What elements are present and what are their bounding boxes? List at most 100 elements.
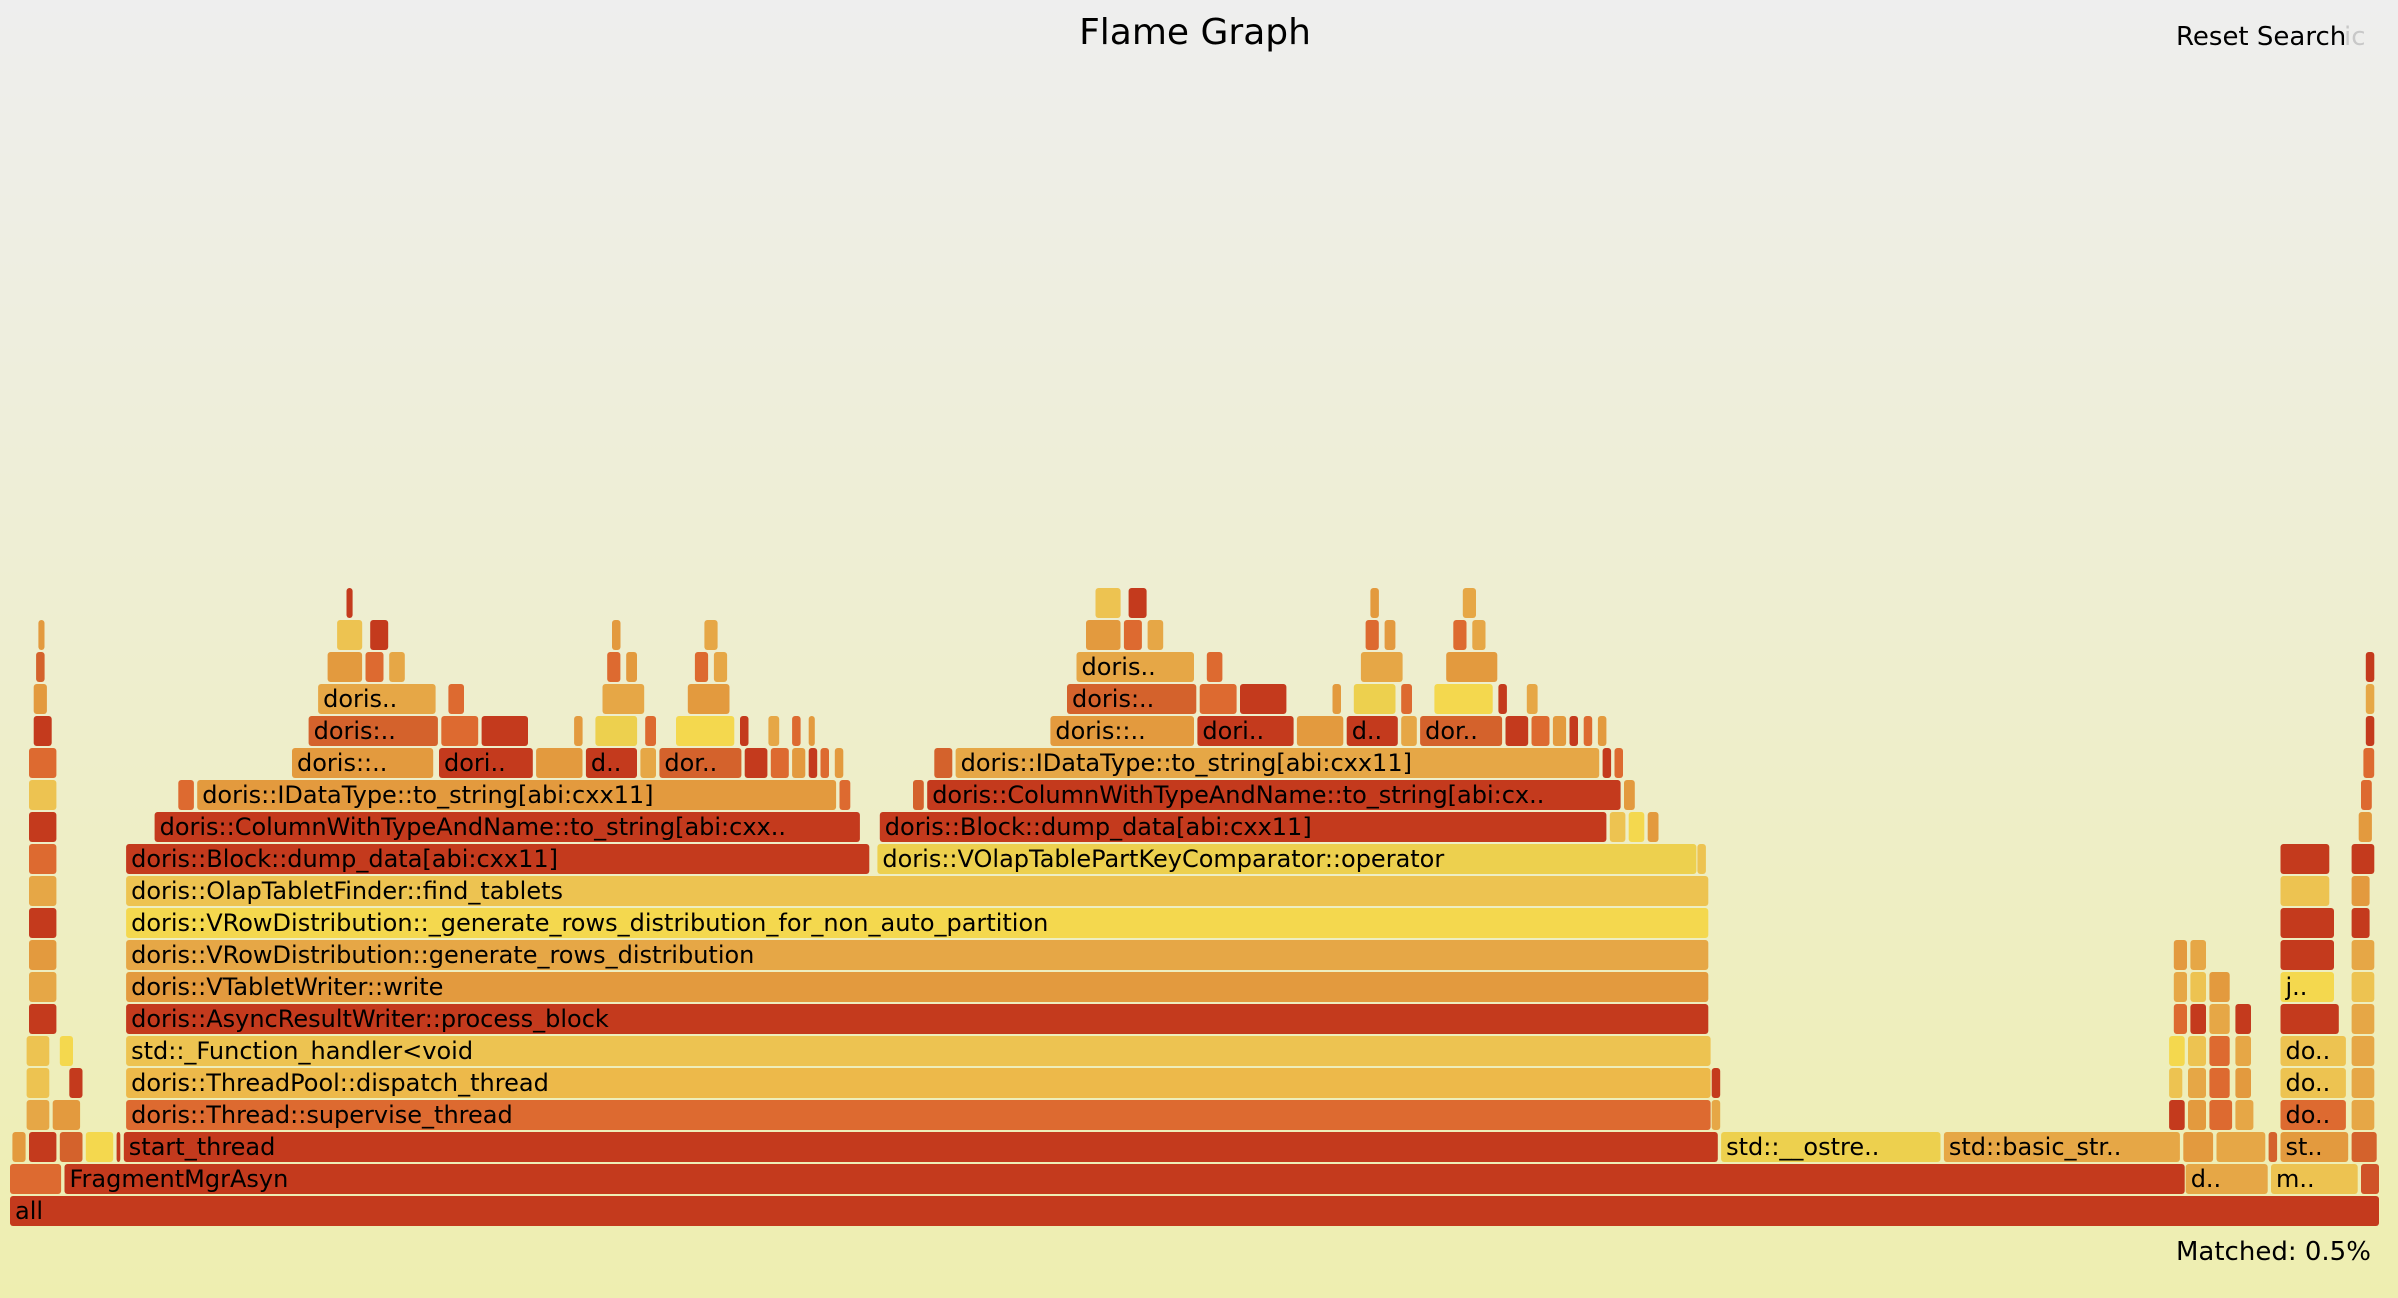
frame-rect[interactable]: [913, 780, 924, 810]
frame-rect[interactable]: [694, 652, 709, 682]
flame-frame[interactable]: doris::..: [292, 748, 434, 778]
frame-rect[interactable]: [1614, 748, 1624, 778]
flame-frame[interactable]: [1462, 588, 1476, 618]
flame-frame[interactable]: [2351, 940, 2375, 970]
frame-rect[interactable]: [1697, 844, 1706, 874]
flame-frame[interactable]: [913, 780, 924, 810]
frame-rect[interactable]: [2351, 1068, 2375, 1098]
frame-rect[interactable]: [1086, 620, 1121, 650]
flame-frame[interactable]: [1711, 1068, 1721, 1098]
frame-rect[interactable]: [768, 716, 780, 746]
frame-rect[interactable]: [927, 780, 1621, 810]
frame-rect[interactable]: [26, 1036, 50, 1066]
frame-rect[interactable]: [1420, 716, 1503, 746]
frame-rect[interactable]: [1552, 716, 1567, 746]
frame-rect[interactable]: [2169, 1100, 2185, 1130]
frame-rect[interactable]: [1346, 716, 1398, 746]
flame-frame[interactable]: [29, 940, 57, 970]
frame-rect[interactable]: [29, 1004, 57, 1034]
flame-frame[interactable]: [59, 1132, 83, 1162]
frame-rect[interactable]: [126, 972, 1709, 1002]
frame-rect[interactable]: [585, 748, 637, 778]
frame-rect[interactable]: [879, 812, 1607, 842]
frame-rect[interactable]: [2280, 908, 2335, 938]
frame-rect[interactable]: [2351, 1004, 2375, 1034]
frame-rect[interactable]: [2351, 972, 2375, 1002]
frame-rect[interactable]: [1076, 652, 1195, 682]
frame-rect[interactable]: [2365, 716, 2375, 746]
frame-rect[interactable]: [126, 1068, 1711, 1098]
flame-frame[interactable]: [768, 716, 780, 746]
flame-frame[interactable]: [2216, 1132, 2266, 1162]
flame-frame[interactable]: do..: [2280, 1100, 2346, 1130]
frame-rect[interactable]: [839, 780, 851, 810]
flame-frame[interactable]: [2351, 876, 2370, 906]
flame-frame[interactable]: [808, 748, 818, 778]
flame-frame[interactable]: [2280, 908, 2335, 938]
frame-rect[interactable]: [29, 780, 57, 810]
frame-rect[interactable]: [704, 620, 718, 650]
frame-rect[interactable]: [1628, 812, 1645, 842]
flame-frame[interactable]: [1602, 748, 1612, 778]
frame-rect[interactable]: [626, 652, 637, 682]
frame-rect[interactable]: [792, 716, 801, 746]
flame-frame[interactable]: [1472, 620, 1486, 650]
flame-frame[interactable]: [713, 652, 728, 682]
frame-rect[interactable]: [955, 748, 1600, 778]
frame-rect[interactable]: [2351, 1100, 2375, 1130]
flame-frame[interactable]: [2235, 1100, 2254, 1130]
flame-frame[interactable]: [481, 716, 528, 746]
flame-frame[interactable]: [1123, 620, 1142, 650]
frame-rect[interactable]: [38, 620, 45, 650]
frame-rect[interactable]: [26, 1100, 50, 1130]
flame-frame[interactable]: [1505, 716, 1529, 746]
frame-rect[interactable]: [29, 876, 57, 906]
flame-frame[interactable]: [327, 652, 363, 682]
flame-frame[interactable]: [1384, 620, 1396, 650]
flame-frame[interactable]: [934, 748, 953, 778]
frame-rect[interactable]: [1472, 620, 1486, 650]
flame-frame[interactable]: [2169, 1068, 2183, 1098]
frame-rect[interactable]: [808, 716, 815, 746]
frame-rect[interactable]: [1128, 588, 1147, 618]
frame-rect[interactable]: [448, 684, 464, 714]
frame-rect[interactable]: [2173, 1004, 2187, 1034]
frame-rect[interactable]: [1123, 620, 1142, 650]
frame-rect[interactable]: [1365, 620, 1379, 650]
flame-frame[interactable]: [1628, 812, 1645, 842]
flame-frame[interactable]: [33, 684, 47, 714]
frame-rect[interactable]: [29, 908, 57, 938]
flame-frame[interactable]: [85, 1132, 114, 1162]
frame-rect[interactable]: [1050, 716, 1194, 746]
flame-frame[interactable]: [2169, 1036, 2185, 1066]
frame-rect[interactable]: [2235, 1004, 2251, 1034]
flame-frame[interactable]: [2351, 1100, 2375, 1130]
flame-frame[interactable]: [370, 620, 389, 650]
frame-rect[interactable]: [2209, 1036, 2230, 1066]
flame-frame[interactable]: [2209, 1036, 2230, 1066]
frame-rect[interactable]: [1462, 588, 1476, 618]
flame-frame[interactable]: doris:..: [308, 716, 438, 746]
flame-frame[interactable]: [574, 716, 583, 746]
flame-frame[interactable]: doris::Block::dump_data[abi:cxx11]: [126, 844, 870, 874]
flame-frame[interactable]: [2235, 1036, 2251, 1066]
flame-frame[interactable]: [178, 780, 194, 810]
flame-frame[interactable]: [792, 748, 806, 778]
frame-rect[interactable]: [2169, 1036, 2185, 1066]
flame-frame[interactable]: FragmentMgrAsyn: [64, 1164, 2185, 1194]
frame-rect[interactable]: [197, 780, 837, 810]
flame-frame[interactable]: [1370, 588, 1379, 618]
flame-frame[interactable]: dori..: [1197, 716, 1294, 746]
frame-rect[interactable]: [1943, 1132, 2180, 1162]
frame-rect[interactable]: [12, 1132, 26, 1162]
flame-frame[interactable]: d..: [585, 748, 637, 778]
flame-frame[interactable]: [740, 716, 749, 746]
flame-frame[interactable]: [2173, 972, 2187, 1002]
frame-rect[interactable]: [1609, 812, 1626, 842]
frame-rect[interactable]: [602, 684, 645, 714]
flame-frame[interactable]: do..: [2280, 1068, 2346, 1098]
frame-rect[interactable]: [69, 1068, 83, 1098]
flame-frame[interactable]: [1583, 716, 1593, 746]
frame-rect[interactable]: [2209, 1100, 2233, 1130]
flame-frame[interactable]: doris::IDataType::to_string[abi:cxx11]: [197, 780, 837, 810]
